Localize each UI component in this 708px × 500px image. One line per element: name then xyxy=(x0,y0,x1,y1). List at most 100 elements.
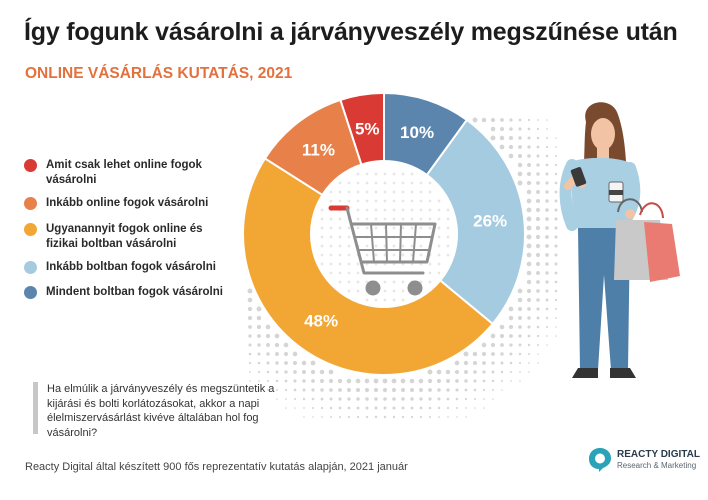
halftone-dot xyxy=(329,271,333,275)
halftone-dot xyxy=(508,306,514,312)
halftone-dot xyxy=(338,190,342,194)
halftone-dot xyxy=(267,389,269,391)
halftone-dot xyxy=(428,181,432,185)
halftone-dot xyxy=(526,189,532,195)
reacty-logo-icon xyxy=(589,448,611,472)
halftone-dots-decoration xyxy=(247,117,558,419)
halftone-dot xyxy=(419,244,423,248)
halftone-dot xyxy=(437,244,441,248)
halftone-dot xyxy=(347,415,351,419)
halftone-dot xyxy=(428,280,432,284)
halftone-dot xyxy=(329,190,333,194)
halftone-dot xyxy=(455,379,459,383)
donut-slice-label: 10% xyxy=(400,123,434,142)
halftone-dot xyxy=(536,154,540,158)
halftone-dot xyxy=(329,244,333,248)
halftone-dot xyxy=(347,235,351,239)
page-subtitle: ONLINE VÁSÁRLÁS KUTATÁS, 2021 xyxy=(25,65,293,82)
halftone-dot xyxy=(465,407,467,409)
halftone-dot xyxy=(383,397,387,401)
halftone-dot xyxy=(356,415,360,419)
halftone-dot xyxy=(527,163,531,167)
halftone-dot xyxy=(301,360,307,366)
halftone-dot xyxy=(311,406,315,410)
halftone-dot xyxy=(338,397,342,401)
halftone-dot xyxy=(392,199,396,203)
halftone-dot xyxy=(428,406,432,410)
halftone-dot xyxy=(266,361,270,365)
halftone-dot xyxy=(554,253,558,257)
halftone-dot xyxy=(527,136,531,140)
halftone-dot xyxy=(491,352,495,356)
halftone-dot xyxy=(247,315,253,321)
halftone-dot xyxy=(383,208,387,212)
halftone-dot xyxy=(438,416,440,418)
halftone-dot xyxy=(545,208,549,212)
halftone-dot xyxy=(364,378,370,384)
halftone-dot xyxy=(545,235,549,239)
halftone-dot xyxy=(545,253,549,257)
halftone-dot xyxy=(482,388,486,392)
halftone-dot xyxy=(526,171,532,177)
halftone-dot xyxy=(419,226,423,230)
halftone-dot xyxy=(265,324,271,330)
halftone-dot xyxy=(356,181,360,185)
halftone-dot xyxy=(536,307,540,311)
donut-slice-label: 26% xyxy=(473,212,507,231)
halftone-dot xyxy=(419,388,423,392)
halftone-dot xyxy=(536,316,540,320)
halftone-dot xyxy=(446,397,450,401)
halftone-dot xyxy=(500,118,504,122)
halftone-dot xyxy=(355,378,361,384)
halftone-dot xyxy=(409,387,415,393)
halftone-dot xyxy=(374,190,378,194)
halftone-dot xyxy=(392,415,396,419)
halftone-dot xyxy=(536,163,540,167)
halftone-dot xyxy=(428,190,432,194)
halftone-dot xyxy=(401,289,405,293)
halftone-dot xyxy=(328,378,334,384)
halftone-dot xyxy=(517,288,523,294)
halftone-dot xyxy=(464,379,468,383)
halftone-dot xyxy=(554,289,558,293)
halftone-dot xyxy=(365,190,369,194)
halftone-dot xyxy=(526,216,532,222)
halftone-dot xyxy=(526,279,532,285)
halftone-dot xyxy=(518,145,522,149)
halftone-dot xyxy=(356,226,360,230)
halftone-dot xyxy=(463,351,469,357)
halftone-dot xyxy=(545,199,549,203)
halftone-dot xyxy=(536,298,540,302)
halftone-dot xyxy=(545,163,549,167)
halftone-dot xyxy=(347,244,351,248)
halftone-dot xyxy=(401,415,405,419)
halftone-dot xyxy=(428,217,432,221)
halftone-dot xyxy=(356,172,360,176)
halftone-dot xyxy=(482,370,486,374)
halftone-dot xyxy=(508,144,514,150)
halftone-dot xyxy=(383,406,387,410)
halftone-dot xyxy=(527,307,531,311)
halftone-dot xyxy=(321,416,323,418)
halftone-dot xyxy=(437,217,441,221)
halftone-dot xyxy=(365,199,369,203)
halftone-dot xyxy=(500,361,504,365)
halftone-dot xyxy=(464,370,468,374)
halftone-dot xyxy=(392,280,396,284)
halftone-dot xyxy=(292,351,298,357)
halftone-dot xyxy=(320,406,324,410)
halftone-dot xyxy=(338,262,342,266)
legend-label: Ugyanannyit fogok online és fizikai bolt… xyxy=(46,223,203,250)
legend-swatch xyxy=(24,261,37,274)
halftone-dot xyxy=(535,234,541,240)
halftone-dot xyxy=(419,181,423,185)
halftone-dot xyxy=(490,333,496,339)
halftone-dot xyxy=(518,334,522,338)
halftone-dot xyxy=(320,379,324,383)
halftone-dot xyxy=(294,407,296,409)
halftone-dot xyxy=(517,306,523,312)
halftone-dot xyxy=(519,380,521,382)
halftone-dot xyxy=(519,371,521,373)
halftone-dot xyxy=(527,325,531,329)
halftone-dot xyxy=(545,244,549,248)
